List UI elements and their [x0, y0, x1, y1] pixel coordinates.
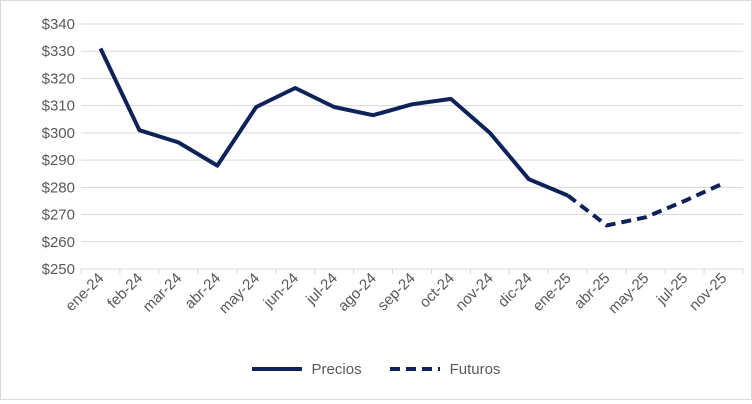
- y-tick-label: $250: [42, 261, 75, 278]
- y-tick-label: $330: [42, 43, 75, 60]
- x-tick-label: feb-24: [104, 270, 146, 312]
- y-tick-label: $270: [42, 207, 75, 224]
- y-tick-label: $280: [42, 179, 75, 196]
- x-tick-label: jun-24: [260, 270, 302, 312]
- legend-item-precios: Precios: [251, 360, 362, 378]
- legend: Precios Futuros: [1, 357, 751, 381]
- x-tick-label: ago-24: [335, 270, 380, 315]
- y-tick-label: $260: [42, 234, 75, 251]
- x-tick-label: nov-24: [452, 270, 496, 314]
- y-tick-label: $290: [42, 152, 75, 169]
- x-tick-label: sep-24: [374, 270, 418, 314]
- legend-item-futuros: Futuros: [389, 360, 501, 378]
- x-tick-label: oct-24: [416, 270, 458, 312]
- series-line-precios: [98, 47, 569, 198]
- legend-solid-line-swatch: [251, 367, 302, 371]
- y-tick-label: $340: [42, 16, 75, 33]
- series-line-futuros: [566, 181, 725, 228]
- legend-label-futuros: Futuros: [449, 360, 501, 378]
- x-tick-label: dic-24: [495, 270, 536, 311]
- x-tick-label: nov-25: [686, 270, 730, 314]
- x-tick-label: ene-25: [530, 270, 575, 315]
- y-tick-label: $300: [42, 125, 75, 142]
- legend-label-precios: Precios: [311, 360, 362, 378]
- y-tick-label: $310: [42, 98, 75, 115]
- y-tick-label: $320: [42, 70, 75, 87]
- x-tick-label: may-24: [216, 270, 263, 317]
- x-tick-label: may-25: [605, 270, 652, 317]
- legend-dashed-line-swatch: [389, 367, 440, 371]
- x-tick-label: mar-24: [140, 270, 186, 316]
